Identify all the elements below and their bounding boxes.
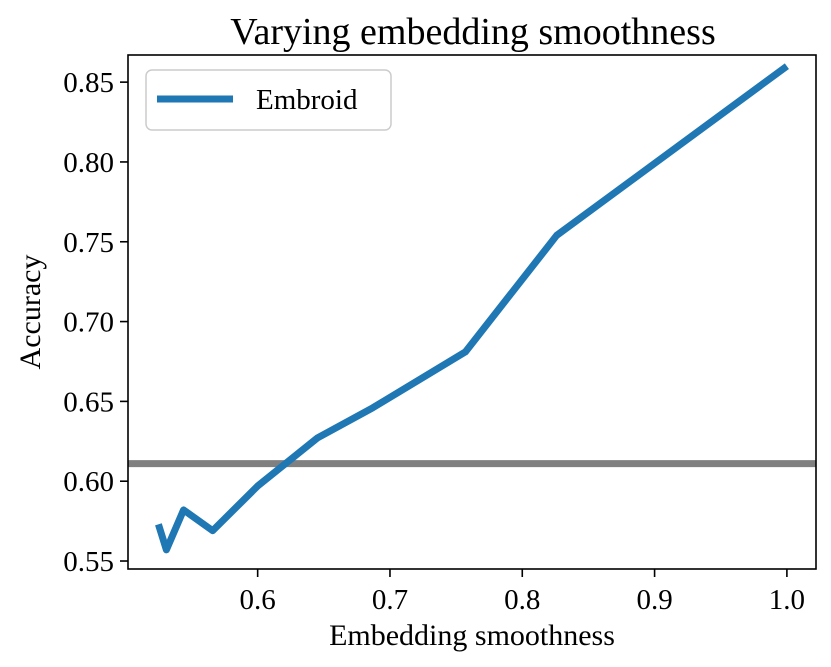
legend-label-embroid: Embroid	[256, 84, 358, 116]
series-lines	[155, 63, 789, 554]
x-tick-label: 0.8	[504, 584, 540, 616]
y-tick-label: 0.80	[63, 147, 114, 179]
legend: Embroid	[145, 69, 392, 131]
legend-box	[145, 69, 392, 131]
y-tick-label: 0.85	[63, 67, 114, 99]
x-axis-ticks: 0.6 0.7 0.8 0.9 1.0	[240, 569, 805, 616]
y-axis-ticks: 0.55 0.60 0.65 0.70 0.75 0.80 0.85	[63, 67, 128, 578]
y-tick-label: 0.60	[63, 466, 114, 498]
y-tick-label: 0.55	[63, 546, 114, 578]
x-tick-label: 1.0	[769, 584, 805, 616]
y-axis-label: Accuracy	[14, 255, 47, 370]
plot-area-frame	[127, 54, 817, 570]
y-tick-label: 0.65	[63, 386, 114, 418]
chart-title: Varying embedding smoothness	[230, 11, 716, 53]
y-tick-label: 0.75	[63, 227, 114, 259]
y-tick-label: 0.70	[63, 307, 114, 339]
x-axis-label: Embedding smoothness	[329, 619, 615, 652]
series-line-embroid	[155, 63, 789, 554]
x-tick-label: 0.9	[636, 584, 672, 616]
x-tick-label: 0.6	[240, 584, 276, 616]
x-tick-label: 0.7	[372, 584, 408, 616]
